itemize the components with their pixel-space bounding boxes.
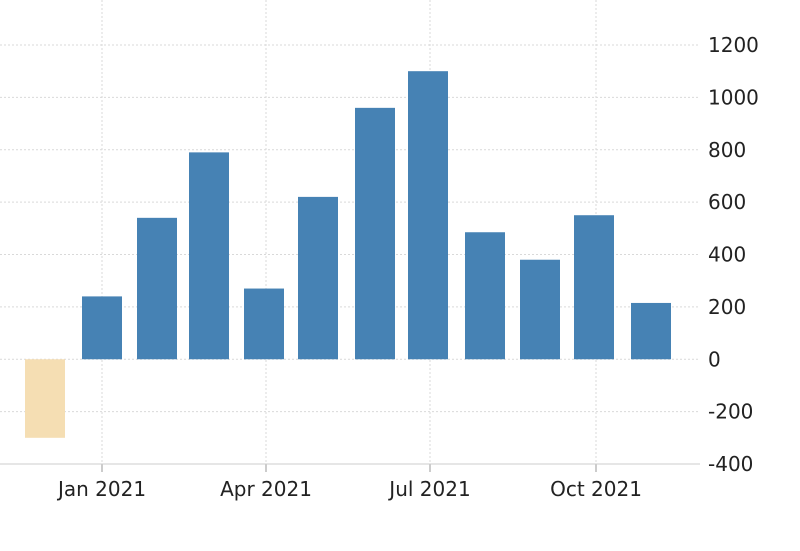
bar-jun-2021 [355, 107, 395, 360]
y-tick-label: -400 [708, 452, 753, 476]
bar-apr-2021 [244, 288, 284, 360]
bar-jul-2021 [408, 71, 448, 360]
bar-dec-2020 [25, 359, 65, 438]
bar-sep-2021 [520, 259, 560, 360]
bar-may-2021 [298, 196, 338, 360]
tick-labels: 1200 1000 800 600 400 200 0 -200 -400 Jan 2021 Apr… [56, 33, 759, 501]
y-tick-label: 800 [708, 138, 746, 162]
bars [25, 71, 671, 438]
y-tick-label: 200 [708, 295, 746, 319]
y-tick-label: 400 [708, 243, 746, 267]
x-tick-label: Jul 2021 [387, 477, 470, 501]
bar-aug-2021 [465, 232, 505, 360]
y-tick-label: 1200 [708, 33, 759, 57]
bar-oct-2021 [574, 215, 614, 360]
y-tick-label: 600 [708, 190, 746, 214]
x-tick-label: Apr 2021 [220, 477, 312, 501]
bar-mar-2021 [189, 152, 229, 360]
x-tick-label: Oct 2021 [550, 477, 642, 501]
bar-feb-2021 [137, 217, 177, 360]
x-tick-label: Jan 2021 [56, 477, 146, 501]
y-tick-label: -200 [708, 400, 753, 424]
y-tick-label: 1000 [708, 85, 759, 109]
bar-nov-2021 [631, 302, 671, 360]
axes [0, 463, 700, 472]
bar-jan-2021 [82, 296, 122, 360]
y-tick-label: 0 [708, 347, 721, 371]
